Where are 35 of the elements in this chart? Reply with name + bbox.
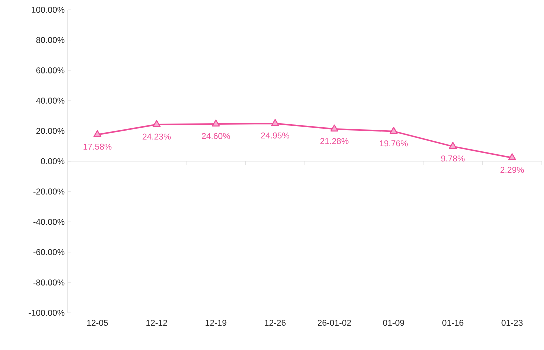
x-tick-label: 12-12 bbox=[146, 320, 168, 326]
y-tick-label: 80.00% bbox=[36, 37, 65, 44]
point bbox=[212, 120, 220, 127]
data-label: 24.23% bbox=[142, 134, 171, 140]
y-tick-label: -80.00% bbox=[34, 280, 65, 286]
data-label: 17.58% bbox=[84, 144, 112, 150]
x-tick-label: 01-16 bbox=[442, 320, 464, 326]
point bbox=[94, 130, 102, 138]
data-label: 9.78% bbox=[441, 156, 465, 162]
point bbox=[508, 154, 516, 161]
point bbox=[330, 124, 339, 132]
x-tick-label: 01-23 bbox=[502, 320, 523, 326]
point bbox=[271, 119, 280, 126]
y-tick-label: 60.00% bbox=[36, 68, 65, 74]
point bbox=[449, 142, 458, 150]
y-tick-label: 0.00% bbox=[41, 158, 65, 165]
data-label: 2.29% bbox=[500, 167, 524, 174]
y-tick-label: 20.00% bbox=[36, 128, 65, 134]
point bbox=[152, 120, 161, 128]
point bbox=[390, 127, 398, 134]
x-tick-label: 12-26 bbox=[265, 320, 286, 326]
y-tick-label: -20.00% bbox=[34, 188, 65, 195]
y-tick-label: 40.00% bbox=[36, 98, 65, 104]
x-tick-label: 26-01-02 bbox=[318, 320, 352, 326]
y-tick-label: -40.00% bbox=[34, 219, 65, 226]
x-tick-label: 01-09 bbox=[383, 320, 404, 326]
x-tick-label: 12-19 bbox=[206, 320, 227, 326]
data-label: 24.95% bbox=[261, 132, 290, 139]
data-label: 19.76% bbox=[380, 140, 408, 147]
y-tick-label: -60.00% bbox=[34, 249, 65, 256]
x-tick-label: 12-05 bbox=[87, 320, 108, 326]
y-tick-label: -100.00% bbox=[28, 310, 65, 316]
data-label: 21.28% bbox=[320, 138, 349, 144]
y-tick-label: 100.00% bbox=[32, 6, 65, 13]
data-label: 24.60% bbox=[202, 133, 230, 140]
